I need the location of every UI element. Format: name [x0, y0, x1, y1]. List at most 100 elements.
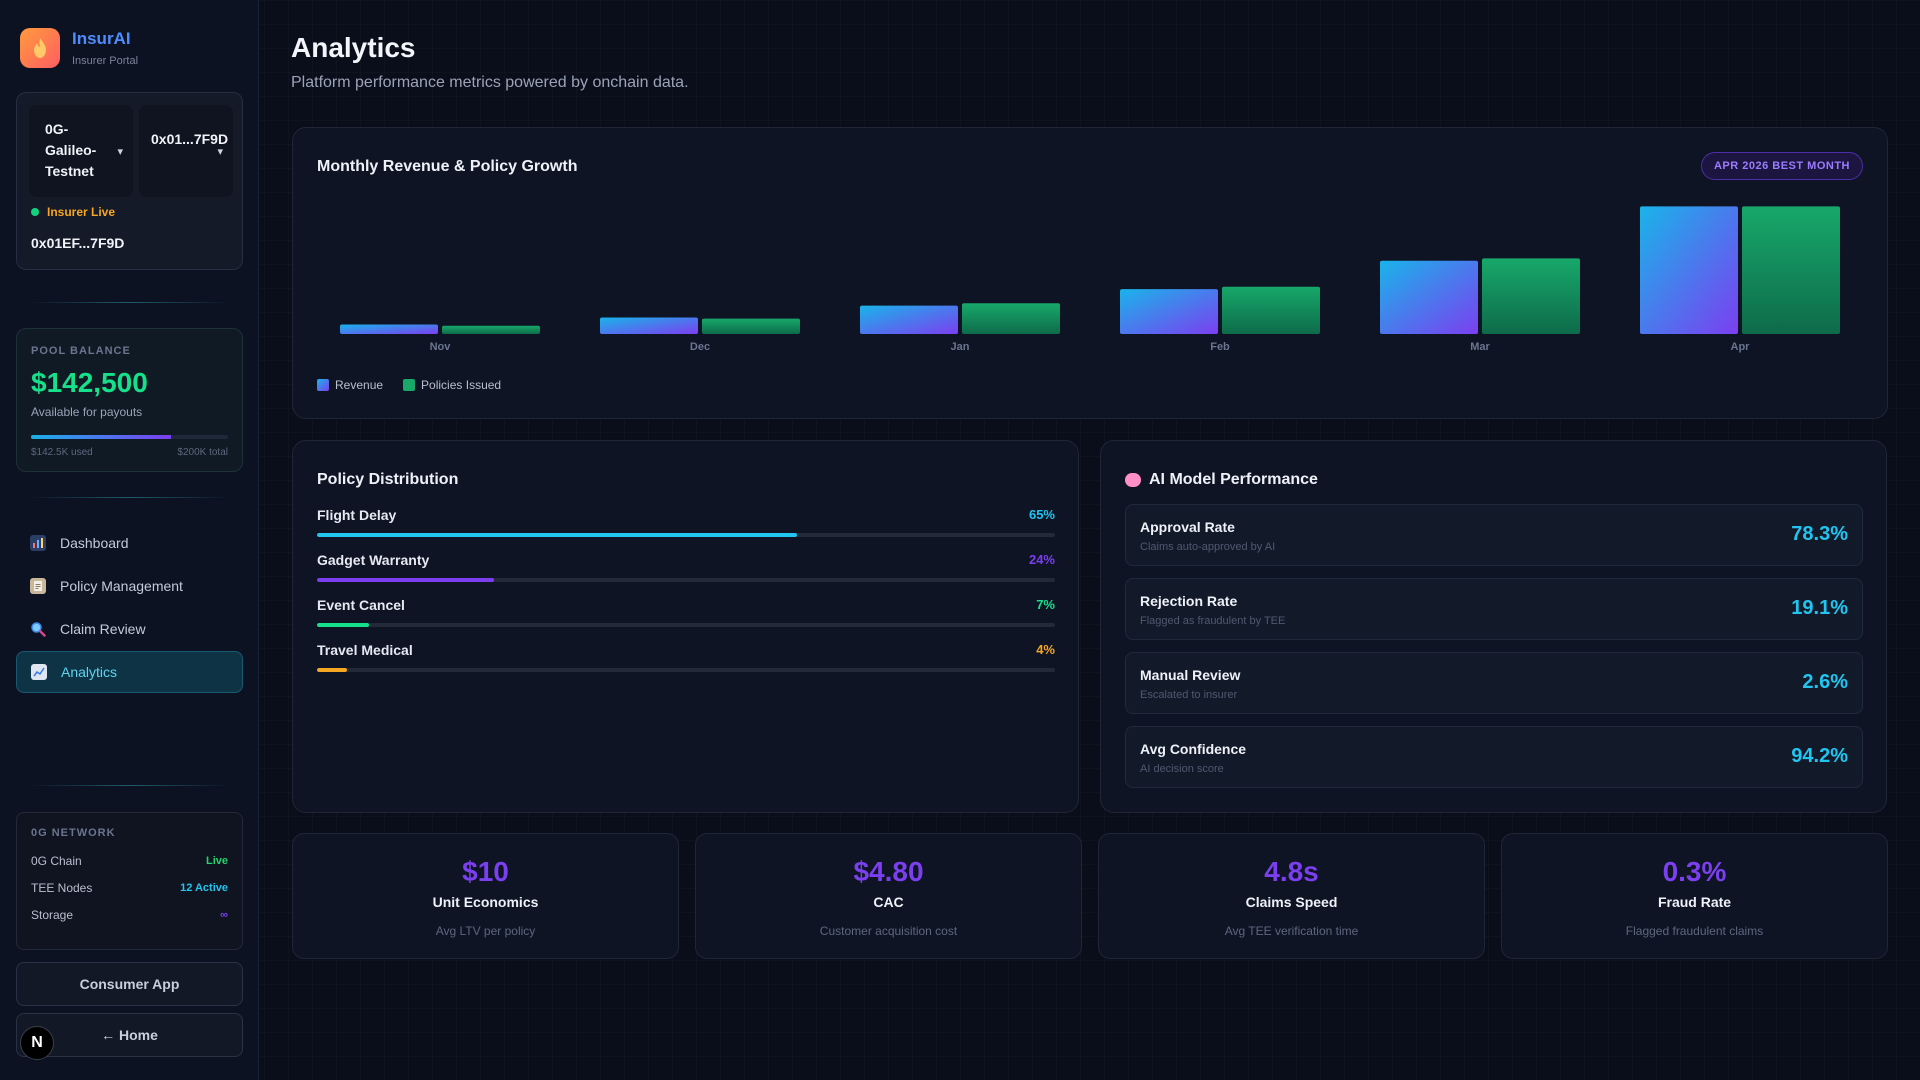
divider: [30, 785, 230, 786]
divider: [30, 497, 230, 498]
chain-name: 0G-Galileo-Testnet: [45, 121, 97, 179]
network-row-label: 0G Chain: [31, 853, 82, 868]
x-tick-label: Dec: [690, 341, 710, 353]
chart-legend: Revenue Policies Issued: [317, 378, 521, 392]
bar-chart: Nov Dec Jan Feb Mar Apr: [340, 206, 1840, 353]
stat-sub: Avg TEE verification time: [1224, 924, 1359, 938]
stat-card-cac: $4.80 CAC Customer acquisition cost: [695, 833, 1082, 959]
distribution-row: Flight Delay 65%: [317, 507, 1055, 537]
ai-metric-value: 2.6%: [1802, 671, 1848, 693]
sidebar-item-dashboard[interactable]: Dashboard: [16, 522, 243, 564]
best-month-badge: APR 2026 BEST MONTH: [1700, 152, 1863, 180]
ai-metric-value: 94.2%: [1791, 745, 1848, 767]
account-address-short: 0x01...7F9D: [151, 131, 229, 147]
status-dot-icon: [31, 208, 39, 216]
stat-value: 4.8s: [1264, 856, 1319, 887]
sidebar-item-analytics[interactable]: Analytics: [16, 651, 243, 693]
magnifier-icon: [30, 621, 46, 637]
x-tick-label: Mar: [1470, 341, 1490, 353]
policy-distribution-panel: Policy Distribution Flight Delay 65% Gad…: [292, 440, 1079, 813]
ai-metric-title: Avg Confidence: [1140, 741, 1247, 757]
sidebar-item-policy-management[interactable]: Policy Management: [16, 565, 243, 607]
distribution-fill: [317, 578, 495, 582]
revenue-bar-mar[interactable]: [1380, 260, 1478, 334]
network-row: Storage ∞: [31, 901, 228, 928]
consumer-app-button[interactable]: Consumer App: [16, 962, 243, 1006]
stat-value: $4.80: [853, 856, 924, 887]
brand[interactable]: InsurAI Insurer Portal: [20, 28, 138, 68]
ai-metric-row: Avg Confidence AI decision score 94.2%: [1125, 726, 1863, 788]
revenue-bar-apr[interactable]: [1640, 206, 1738, 334]
clipboard-icon: [30, 578, 46, 594]
brand-subtitle: Insurer Portal: [72, 55, 139, 67]
ai-metric-sub: Flagged as fraudulent by TEE: [1140, 615, 1286, 627]
revenue-bar-jan[interactable]: [860, 305, 958, 334]
network-title: 0G NETWORK: [31, 827, 116, 839]
sidebar-item-claim-review[interactable]: Claim Review: [16, 608, 243, 650]
ai-metric-row: Rejection Rate Flagged as fraudulent by …: [1125, 578, 1863, 640]
insurer-status-label: Insurer Live: [47, 205, 116, 219]
distribution-row: Event Cancel 7%: [317, 597, 1055, 627]
distribution-name: Flight Delay: [317, 507, 397, 523]
sidebar-nav: Dashboard Policy Management Claim Review…: [16, 522, 243, 694]
network-row: 0G Chain Live: [31, 847, 228, 874]
account-selector[interactable]: 0x01...7F9D ▾: [139, 105, 233, 197]
revenue-bar-feb[interactable]: [1120, 289, 1218, 334]
policies-bar-dec[interactable]: [702, 318, 800, 334]
page-subtitle: Platform performance metrics powered by …: [291, 74, 689, 91]
policies-bar-nov[interactable]: [442, 325, 540, 334]
revenue-bar-dec[interactable]: [600, 317, 698, 334]
policies-bar-feb[interactable]: [1222, 286, 1320, 334]
legend-item-policies[interactable]: Policies Issued: [403, 378, 501, 392]
network-row-value: 12 Active: [180, 881, 228, 894]
home-button[interactable]: ← Home: [16, 1013, 243, 1057]
chart-title: Monthly Revenue & Policy Growth: [317, 158, 578, 175]
stat-title: CAC: [873, 894, 904, 910]
stat-title: Fraud Rate: [1657, 894, 1732, 910]
distribution-row: Gadget Warranty 24%: [317, 552, 1055, 582]
distribution-pct: 7%: [1036, 597, 1055, 612]
network-card: 0G NETWORK 0G Chain Live TEE Nodes 12 Ac…: [16, 812, 243, 950]
distribution-fill: [317, 668, 347, 672]
policies-bar-jan[interactable]: [962, 303, 1060, 334]
chevron-down-icon: ▾: [117, 146, 123, 158]
sidebar-item-label: Analytics: [61, 664, 118, 680]
trend-icon: [31, 664, 47, 680]
distribution-track: [317, 533, 1055, 537]
ai-performance-panel: AI Model Performance Approval Rate Claim…: [1100, 440, 1887, 813]
ai-metric-row: Approval Rate Claims auto-approved by AI…: [1125, 504, 1863, 566]
distribution-name: Gadget Warranty: [317, 552, 430, 568]
flame-logo-icon: [20, 28, 60, 68]
legend-item-revenue[interactable]: Revenue: [317, 378, 383, 392]
ai-metric-sub: AI decision score: [1140, 763, 1224, 775]
distribution-title: Policy Distribution: [317, 471, 459, 488]
ai-metric-title: Rejection Rate: [1140, 593, 1238, 609]
legend-label: Policies Issued: [421, 378, 502, 392]
chart-icon: [30, 535, 46, 551]
wallet-card: 0G-Galileo-Testnet ▾ 0x01...7F9D ▾ Insur…: [16, 92, 243, 270]
distribution-row: Travel Medical 4%: [317, 642, 1055, 672]
network-row-label: Storage: [31, 907, 74, 922]
pool-subtitle: Available for payouts: [31, 405, 143, 419]
ai-metric-value: 19.1%: [1791, 597, 1848, 619]
policies-bar-apr[interactable]: [1742, 206, 1840, 334]
x-tick-label: Jan: [951, 341, 970, 353]
distribution-pct: 65%: [1028, 507, 1055, 522]
ai-metric-sub: Claims auto-approved by AI: [1140, 541, 1276, 553]
sidebar-item-label: Dashboard: [60, 535, 129, 551]
ai-metric-title: Approval Rate: [1140, 519, 1235, 535]
legend-swatch: [403, 379, 416, 391]
page-title: Analytics: [291, 32, 416, 63]
revenue-bar-nov[interactable]: [340, 324, 438, 334]
network-row: TEE Nodes 12 Active: [31, 874, 228, 901]
chain-selector[interactable]: 0G-Galileo-Testnet ▾: [29, 105, 133, 197]
distribution-track: [317, 623, 1055, 627]
policies-bar-mar[interactable]: [1482, 258, 1580, 334]
n-badge-icon[interactable]: N: [20, 1026, 54, 1060]
ai-panel-title: AI Model Performance: [1149, 471, 1318, 488]
distribution-fill: [317, 533, 797, 537]
stat-title: Claims Speed: [1245, 894, 1338, 910]
divider: [30, 302, 230, 303]
network-row-value: ∞: [220, 908, 228, 921]
ai-panel-header: AI Model Performance: [1125, 471, 1318, 489]
